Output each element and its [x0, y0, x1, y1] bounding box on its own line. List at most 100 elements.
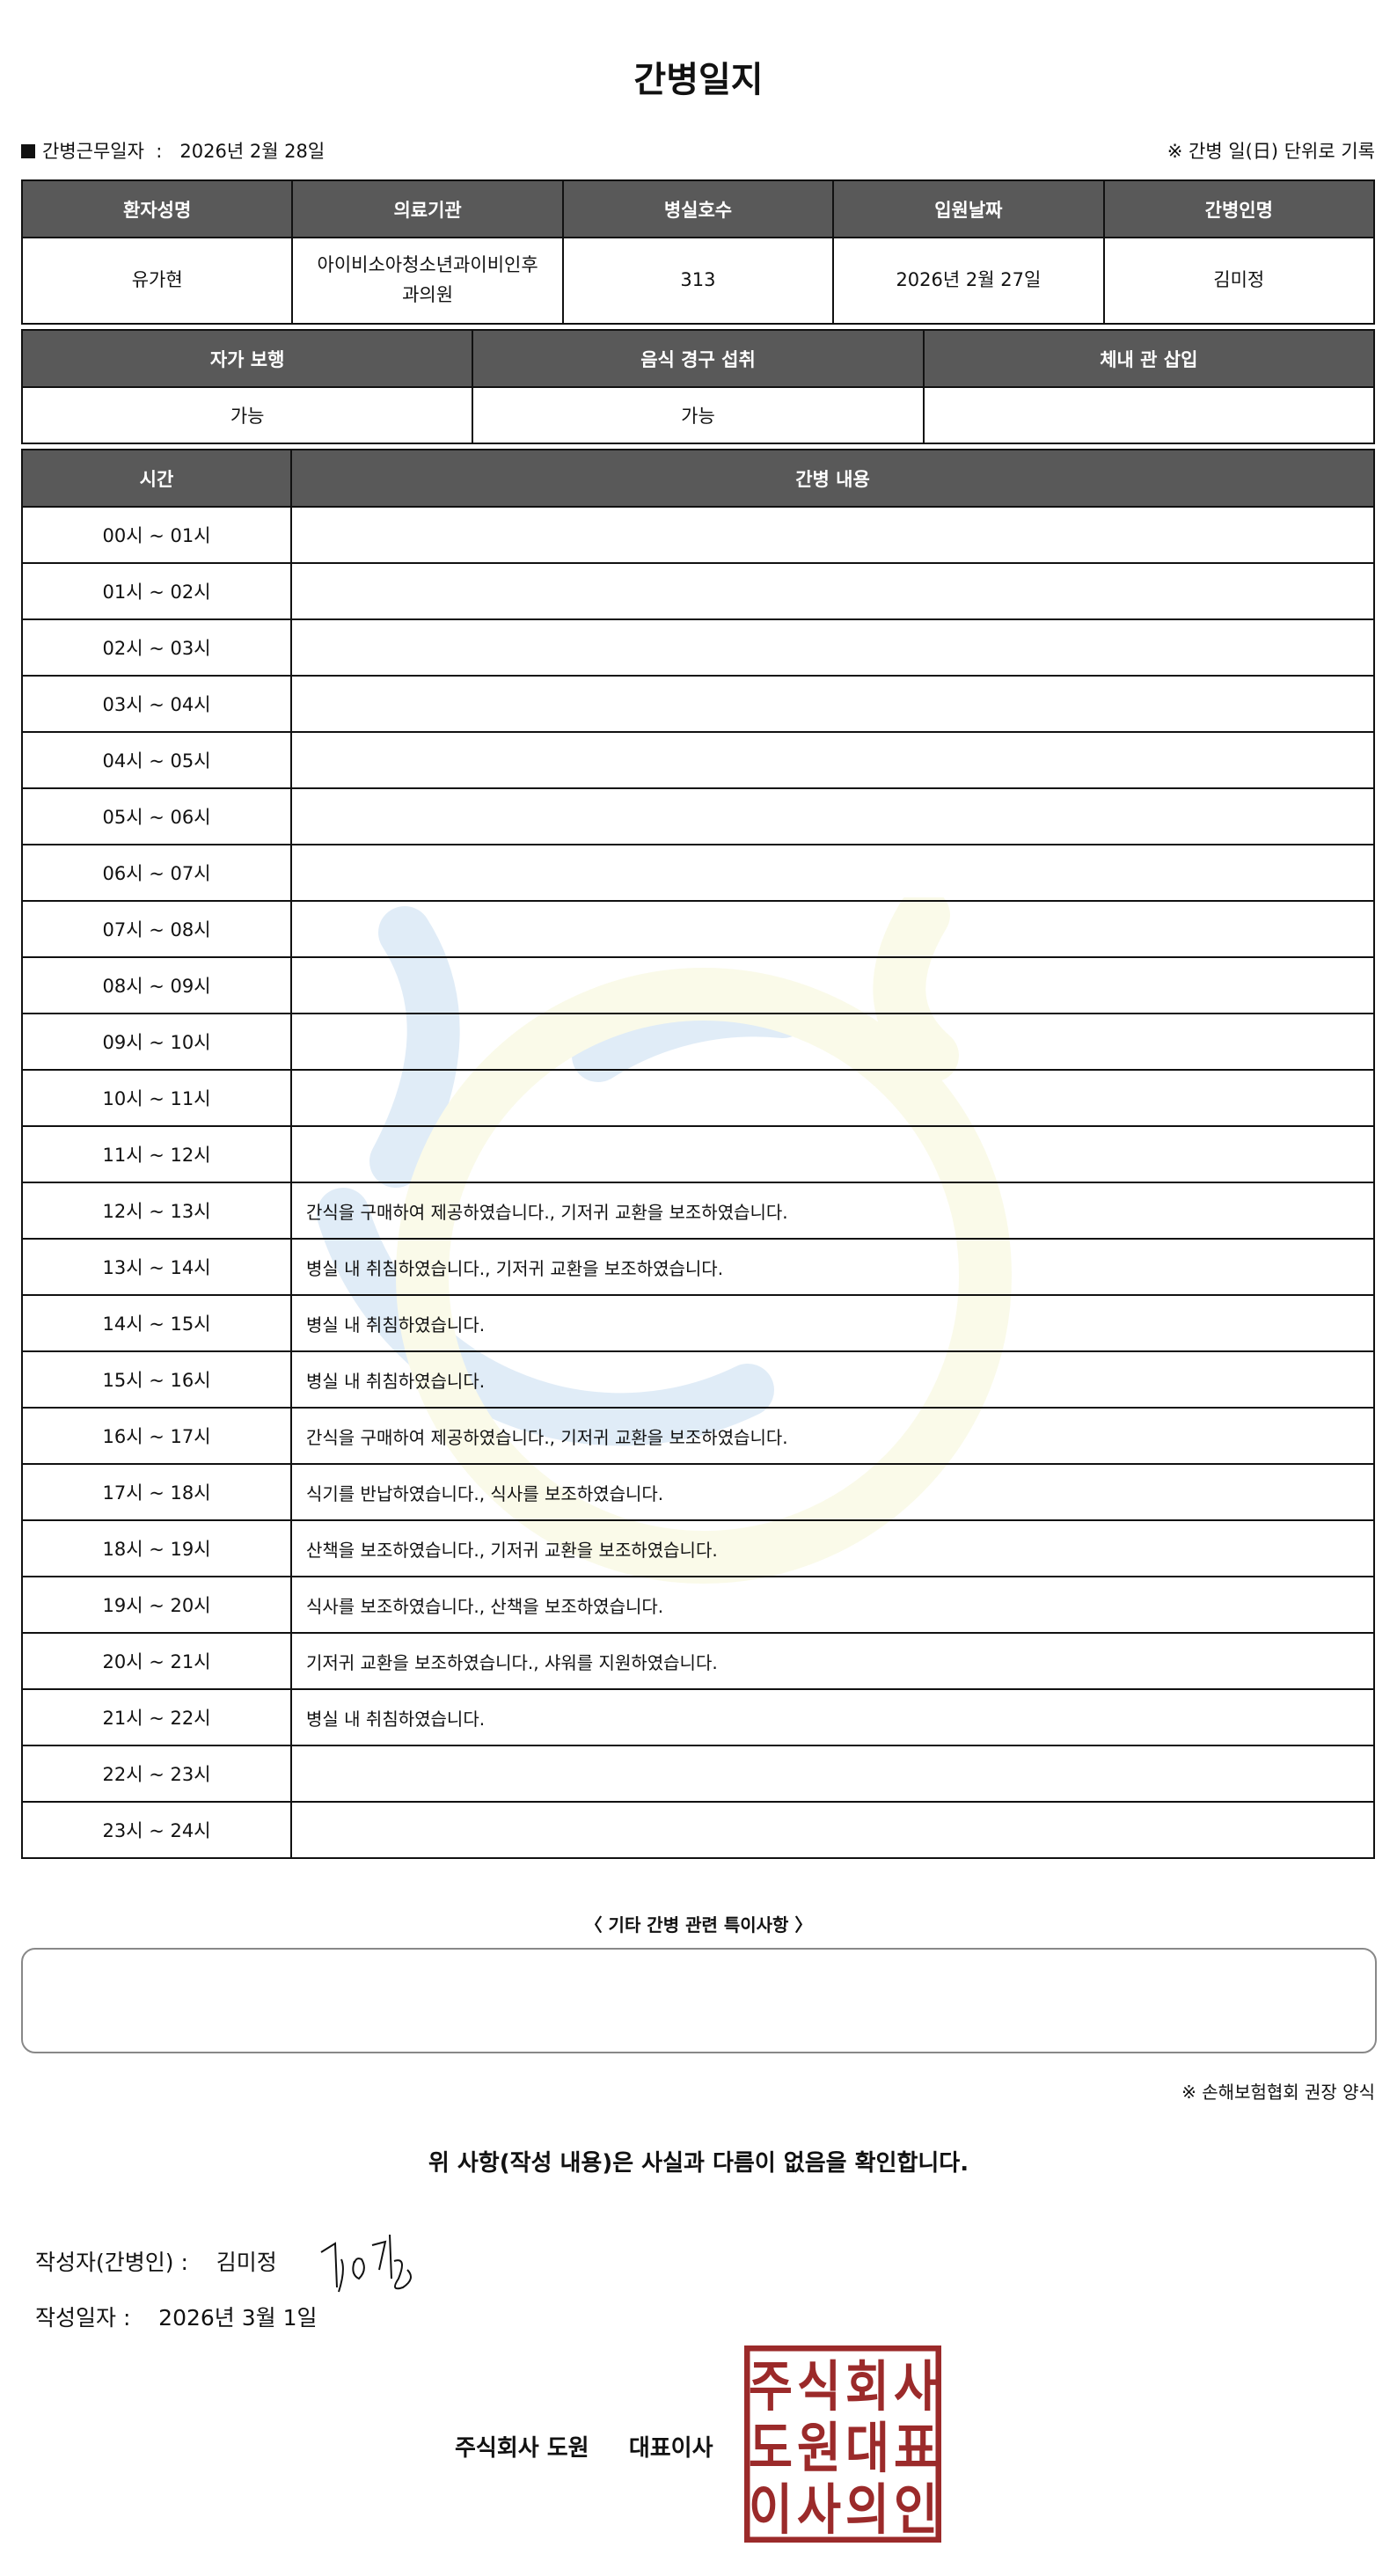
ceo-title: 대표이사: [628, 2435, 713, 2462]
log-row: 21시 ~ 22시 병실 내 취침하였습니다.: [21, 1688, 1375, 1746]
log-content: [290, 731, 1375, 789]
institution: 아이비소아청소년과이비인후과의원: [291, 237, 564, 325]
log-time: 10시 ~ 11시: [21, 1069, 292, 1127]
log-content: [290, 1125, 1375, 1183]
log-time: 15시 ~ 16시: [21, 1350, 292, 1409]
log-row: 00시 ~ 01시: [21, 506, 1375, 564]
patient-info-table: 환자성명 의료기관 병실호수 입원날짜 간병인명 유가현 아이비소아청소년과이비…: [20, 179, 1376, 325]
header-institution: 의료기관: [291, 179, 564, 238]
log-time: 07시 ~ 08시: [21, 900, 292, 958]
log-time: 18시 ~ 19시: [21, 1519, 292, 1577]
log-content: [290, 675, 1375, 733]
company-seal-stamp: 주 식 회 사도 원 대 표이 사 의 인: [744, 2345, 941, 2543]
log-row: 13시 ~ 14시 병실 내 취침하였습니다., 기저귀 교환을 보조하였습니다.: [21, 1238, 1375, 1296]
log-time: 00시 ~ 01시: [21, 506, 292, 564]
log-time: 23시 ~ 24시: [21, 1801, 292, 1859]
stamp-character: 사: [797, 2477, 841, 2542]
stamp-character: 회: [845, 2354, 889, 2419]
log-content: 식사를 보조하였습니다., 산책을 보조하였습니다.: [290, 1576, 1375, 1634]
self-walking: 가능: [20, 386, 474, 444]
log-time: 09시 ~ 10시: [21, 1013, 292, 1071]
stamp-character: 도: [749, 2416, 793, 2480]
log-row: 02시 ~ 03시: [21, 618, 1375, 677]
log-content: [290, 1013, 1375, 1071]
header-room: 병실호수: [561, 179, 835, 238]
log-row: 09시 ~ 10시: [21, 1013, 1375, 1071]
log-content: [290, 618, 1375, 677]
writer-label: 작성자(간병인) :: [35, 2250, 188, 2275]
log-content: [290, 844, 1375, 902]
log-row: 20시 ~ 21시 기저귀 교환을 보조하였습니다., 샤워를 지원하였습니다.: [21, 1632, 1375, 1690]
record-note: ※ 간병 일(日) 단위로 기록: [1167, 141, 1375, 162]
log-time: 17시 ~ 18시: [21, 1463, 292, 1521]
admission-date: 2026년 2월 27일: [832, 237, 1105, 325]
room-number: 313: [561, 237, 835, 325]
log-content: 병실 내 취침하였습니다.: [290, 1294, 1375, 1352]
special-notes-title: 〈 기타 간병 관련 특이사항 〉: [584, 1914, 813, 1936]
log-row: 07시 ~ 08시: [21, 900, 1375, 958]
patient-status-table: 자가 보행 음식 경구 섭취 체내 관 삽입 가능 가능: [20, 329, 1376, 444]
oral-intake: 가능: [472, 386, 925, 444]
work-date-separator: :: [156, 141, 163, 162]
stamp-character: 표: [894, 2416, 938, 2480]
log-time: 16시 ~ 17시: [21, 1407, 292, 1465]
log-row: 14시 ~ 15시 병실 내 취침하였습니다.: [21, 1294, 1375, 1352]
log-time: 12시 ~ 13시: [21, 1182, 292, 1240]
log-content: [290, 787, 1375, 845]
header-tube-insertion: 체내 관 삽입: [922, 329, 1376, 388]
work-date: 2026년 2월 28일: [179, 141, 325, 162]
log-row: 22시 ~ 23시: [21, 1745, 1375, 1803]
log-time: 03시 ~ 04시: [21, 675, 292, 733]
stamp-character: 주: [749, 2354, 793, 2419]
special-notes-box: [21, 1948, 1377, 2053]
log-row: 23시 ~ 24시: [21, 1801, 1375, 1859]
log-content: 병실 내 취침하였습니다.: [290, 1350, 1375, 1409]
writer-line: 작성자(간병인) : 김미정: [35, 2234, 460, 2296]
log-time: 14시 ~ 15시: [21, 1294, 292, 1352]
log-content: 기저귀 교환을 보조하였습니다., 샤워를 지원하였습니다.: [290, 1632, 1375, 1690]
patient-name: 유가현: [20, 237, 294, 325]
log-row: 01시 ~ 02시: [21, 562, 1375, 620]
care-log-table: 시간 간병 내용 00시 ~ 01시 01시 ~ 02시 02시 ~ 03시 03시 …: [21, 449, 1375, 1859]
stamp-character: 대: [845, 2416, 889, 2480]
log-content: [290, 956, 1375, 1014]
log-row: 04시 ~ 05시: [21, 731, 1375, 789]
log-content: [290, 900, 1375, 958]
stamp-character: 원: [797, 2416, 841, 2480]
header-self-walking: 자가 보행: [20, 329, 474, 388]
header-time: 시간: [21, 449, 292, 508]
log-time: 05시 ~ 06시: [21, 787, 292, 845]
company-name: 주식회사 도원: [455, 2435, 589, 2462]
log-row: 19시 ~ 20시 식사를 보조하였습니다., 산책을 보조하였습니다.: [21, 1576, 1375, 1634]
log-content: 식기를 반납하였습니다., 식사를 보조하였습니다.: [290, 1463, 1375, 1521]
stamp-character: 의: [845, 2477, 889, 2542]
header-care-content: 간병 내용: [290, 449, 1375, 508]
log-content: 병실 내 취침하였습니다., 기저귀 교환을 보조하였습니다.: [290, 1238, 1375, 1296]
log-time: 02시 ~ 03시: [21, 618, 292, 677]
association-note: ※ 손해보험협회 권장 양식: [1181, 2082, 1375, 2103]
written-date-line: 작성일자 : 2026년 3월 1일: [35, 2301, 318, 2332]
log-time: 20시 ~ 21시: [21, 1632, 292, 1690]
confirmation-statement: 위 사항(작성 내용)은 사실과 다름이 없음을 확인합니다.: [428, 2150, 969, 2177]
written-date: 2026년 3월 1일: [158, 2305, 318, 2331]
log-row: 10시 ~ 11시: [21, 1069, 1375, 1127]
log-row: 15시 ~ 16시 병실 내 취침하였습니다.: [21, 1350, 1375, 1409]
writer-name: 김미정: [216, 2250, 277, 2275]
log-content: [290, 1745, 1375, 1803]
log-time: 01시 ~ 02시: [21, 562, 292, 620]
header-oral-intake: 음식 경구 섭취: [472, 329, 925, 388]
log-content: 병실 내 취침하였습니다.: [290, 1688, 1375, 1746]
work-date-line: 간병근무일자 : 2026년 2월 28일: [21, 137, 325, 164]
log-time: 21시 ~ 22시: [21, 1688, 292, 1746]
header-admission-date: 입원날짜: [832, 179, 1105, 238]
log-row: 12시 ~ 13시 간식을 구매하여 제공하였습니다., 기저귀 교환을 보조하였…: [21, 1182, 1375, 1240]
signature: [320, 2234, 412, 2293]
log-time: 11시 ~ 12시: [21, 1125, 292, 1183]
work-date-label: 간병근무일자: [42, 141, 144, 162]
log-row: 05시 ~ 06시: [21, 787, 1375, 845]
stamp-character: 식: [797, 2354, 841, 2419]
log-content: [290, 506, 1375, 564]
stamp-character: 인: [894, 2477, 938, 2542]
header-caregiver: 간병인명: [1102, 179, 1376, 238]
caregiver-name: 김미정: [1102, 237, 1376, 325]
